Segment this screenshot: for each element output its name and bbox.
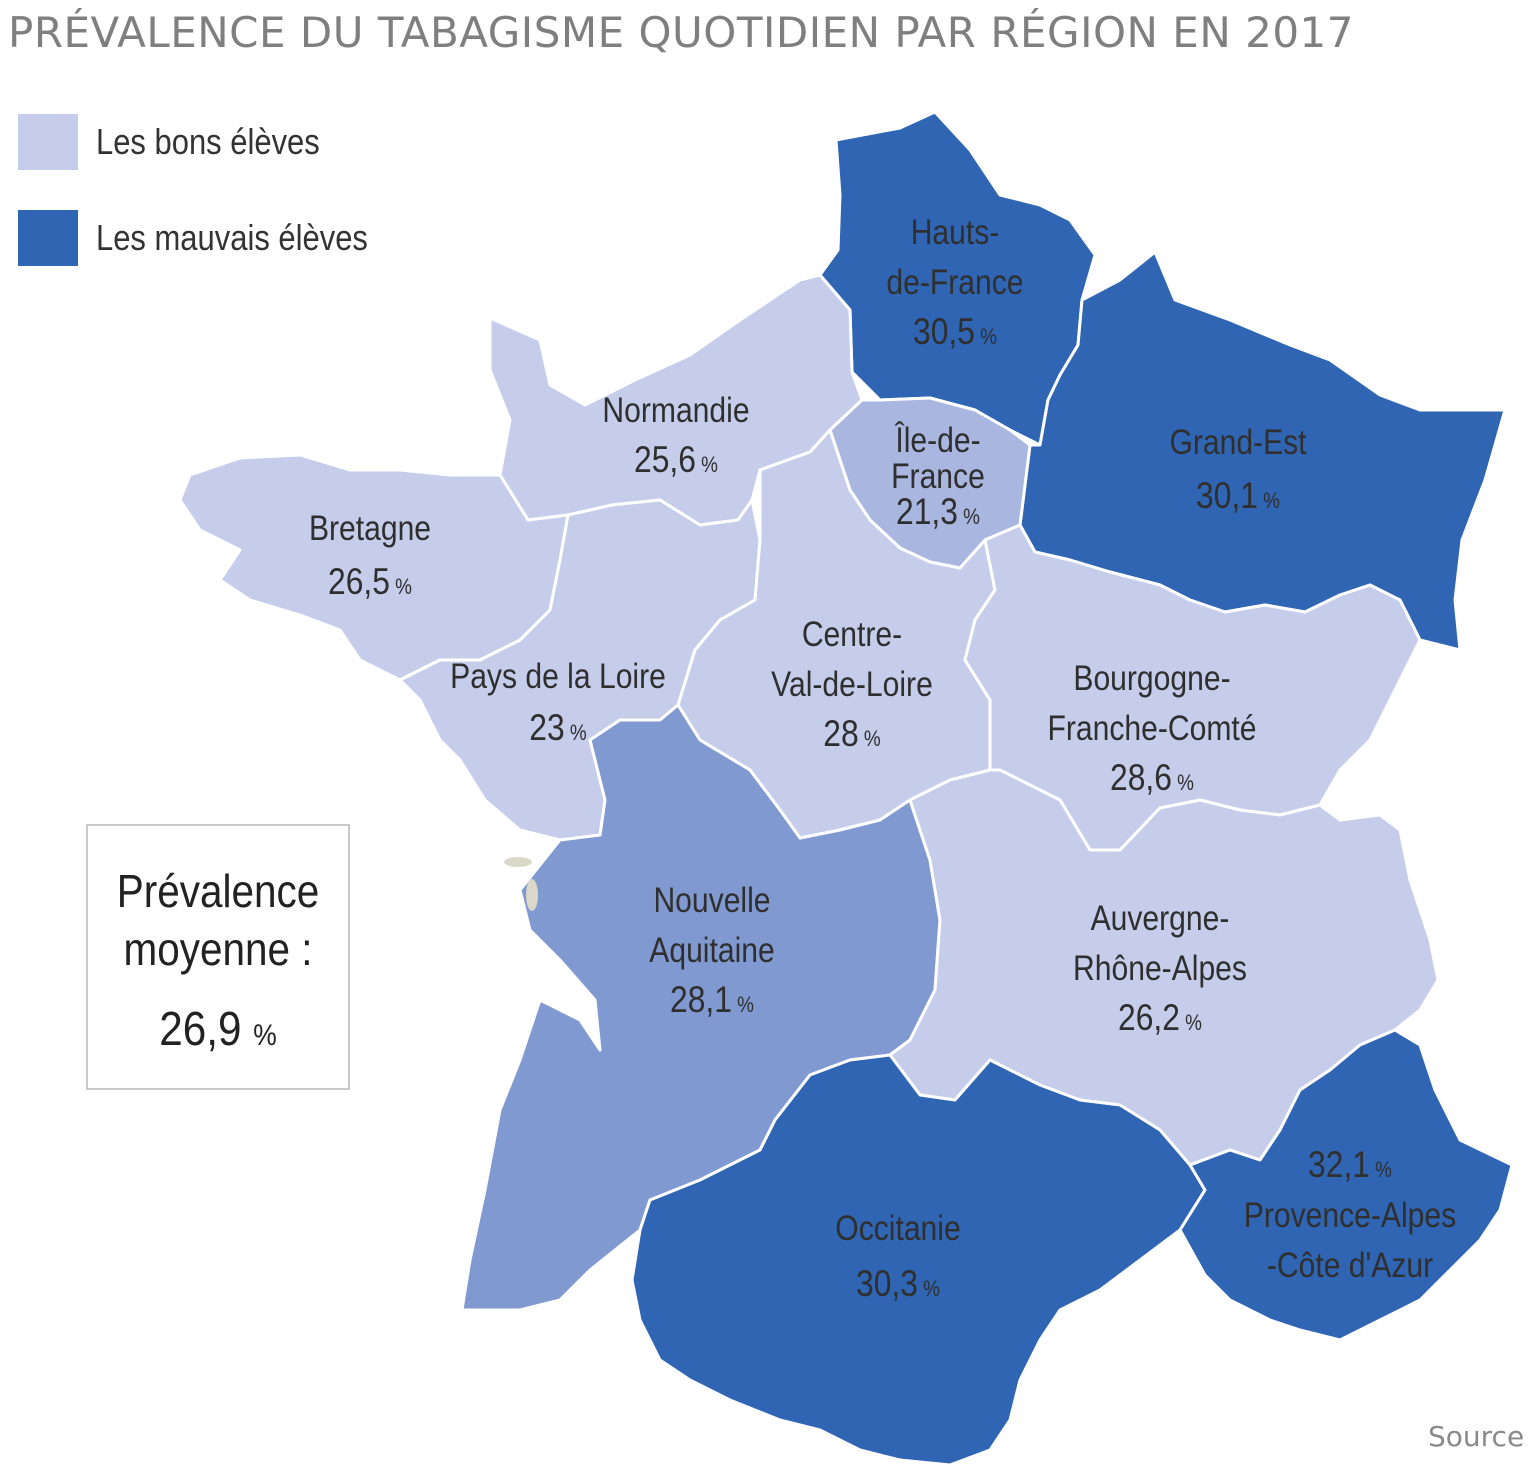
region-name-na: Aquitaine — [649, 930, 774, 970]
legend-label-good: Les bons élèves — [96, 121, 320, 162]
region-name-na: Nouvelle — [653, 880, 770, 920]
region-name-bfc: Bourgogne- — [1073, 658, 1230, 698]
average-value: 26,9 % — [104, 1002, 333, 1057]
region-name-hdf: de-France — [886, 262, 1023, 302]
region-value-nor: 25,6% — [634, 440, 718, 481]
region-label-bfc: Bourgogne- Franche-Comté 28,6% — [1048, 658, 1257, 799]
map-title: PRÉVALENCE DU TABAGISME QUOTIDIEN PAR RÉ… — [8, 8, 1354, 57]
island-oleron — [526, 879, 538, 911]
region-name-ara: Rhône-Alpes — [1073, 948, 1247, 988]
legend-label-bad: Les mauvais élèves — [96, 217, 368, 258]
region-name-bre: Bretagne — [309, 508, 431, 548]
region-value-bfc: 28,6% — [1110, 758, 1194, 799]
region-label-ge: Grand-Est 30,1% — [1169, 422, 1306, 517]
region-name-ara: Auvergne- — [1091, 898, 1230, 938]
region-name-idf: France — [891, 456, 985, 496]
legend-swatch-good — [18, 114, 78, 170]
region-name-hdf: Hauts- — [911, 212, 1000, 252]
region-value-na: 28,1% — [670, 980, 754, 1021]
region-name-nor: Normandie — [602, 390, 749, 430]
region-occitanie[interactable] — [630, 1053, 1207, 1467]
region-value-occ: 30,3% — [856, 1264, 940, 1305]
region-name-paca: -Côte d'Azur — [1267, 1245, 1433, 1285]
region-label-paca: 32,1 % Provence-Alpes -Côte d'Azur — [1244, 1145, 1456, 1285]
region-name-occ: Occitanie — [835, 1208, 960, 1248]
region-value-ara: 26,2% — [1118, 998, 1202, 1039]
region-value-bre: 26,5% — [328, 562, 412, 603]
region-value-pdl: 23% — [529, 708, 586, 749]
legend-swatch-bad — [18, 210, 78, 266]
region-value-hdf: 30,5% — [913, 312, 997, 353]
region-name-cvl: Val-de-Loire — [771, 664, 933, 704]
region-name-cvl: Centre- — [802, 614, 902, 654]
region-value-cvl: 28% — [823, 714, 880, 755]
region-label-bre: Bretagne 26,5% — [309, 508, 431, 603]
region-value-ge: 30,1% — [1196, 476, 1280, 517]
region-name-paca: Provence-Alpes — [1244, 1195, 1456, 1235]
region-label-occ: Occitanie 30,3% — [835, 1208, 960, 1305]
region-labels-layer: Hauts-de-France 30,5 % Normandie 25,6 % Île-de… — [309, 212, 1456, 1305]
region-label-na: Nouvelle Aquitaine 28,1% — [649, 880, 774, 1021]
region-name-bfc: Franche-Comté — [1048, 708, 1257, 748]
region-name-idf: Île-de- — [894, 420, 980, 460]
average-percent-sign: % — [253, 1019, 277, 1052]
source-credit: Source — [1428, 1420, 1525, 1453]
regions-layer — [178, 110, 1514, 1467]
region-label-hdf: Hauts-de-France 30,5% — [886, 212, 1023, 353]
region-name-pdl: Pays de la Loire — [450, 656, 666, 696]
region-label-ara: Auvergne- Rhône-Alpes 26,2% — [1073, 898, 1247, 1039]
region-label-nor: Normandie 25,6% — [602, 390, 749, 481]
average-value-number: 26,9 — [159, 1003, 242, 1056]
region-value-idf: 21,3% — [896, 492, 980, 533]
region-name-ge: Grand-Est — [1169, 422, 1306, 462]
legend-item-bad: Les mauvais élèves — [18, 210, 412, 266]
average-prevalence-box: Prévalence moyenne : 26,9 % — [86, 824, 350, 1090]
island-re — [504, 857, 532, 867]
region-label-cvl: Centre- Val-de-Loire 28% — [771, 614, 933, 755]
region-value-paca: 32,1% — [1308, 1145, 1392, 1186]
region-provence-alpes-cote-d-azur[interactable] — [1178, 1028, 1514, 1342]
region-label-pdl: Pays de la Loire 23% — [450, 656, 666, 749]
average-label: Prévalence moyenne : — [116, 865, 320, 975]
legend-item-good: Les bons élèves — [18, 114, 356, 170]
